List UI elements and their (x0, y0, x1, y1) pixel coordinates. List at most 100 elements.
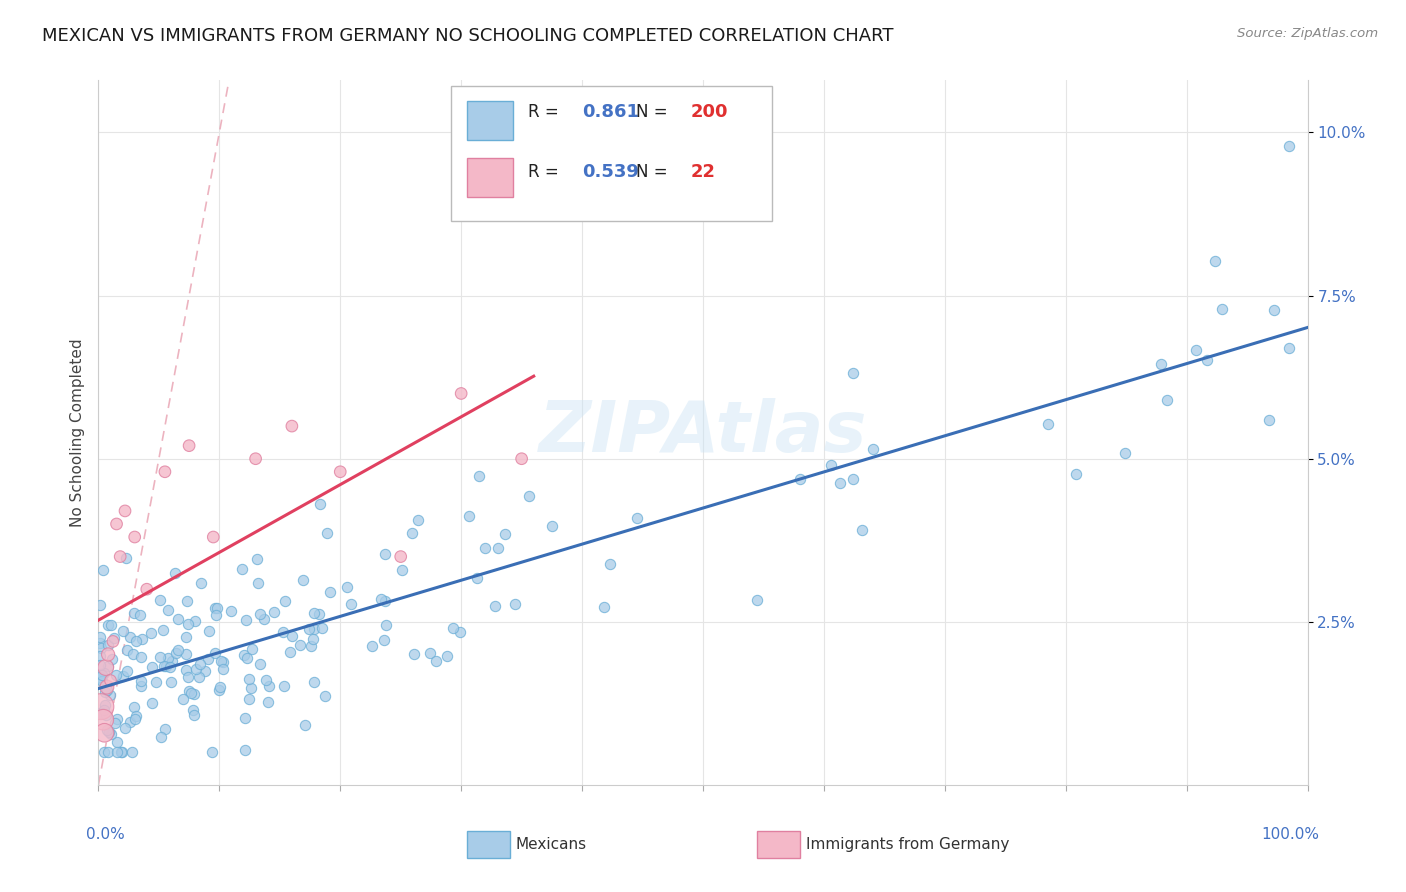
Text: MEXICAN VS IMMIGRANTS FROM GERMANY NO SCHOOLING COMPLETED CORRELATION CHART: MEXICAN VS IMMIGRANTS FROM GERMANY NO SC… (42, 27, 894, 45)
Point (374, 547, 396, 561)
Point (309, 497, 332, 511)
Point (319, 585, 342, 599)
Point (135, 582, 157, 597)
Point (141, 659, 163, 673)
Point (233, 648, 256, 662)
Point (219, 604, 242, 618)
Point (302, 607, 325, 621)
Point (131, 632, 153, 646)
Point (593, 599, 616, 614)
Point (125, 634, 148, 648)
Point (183, 687, 205, 701)
Point (125, 708, 148, 723)
Point (374, 593, 396, 607)
Point (209, 654, 232, 668)
Point (256, 695, 278, 709)
Point (238, 692, 260, 706)
Point (104, 715, 127, 730)
Point (626, 511, 648, 525)
Point (207, 683, 229, 698)
Point (97, 725, 120, 739)
Point (96, 723, 118, 738)
Text: R =: R = (527, 103, 564, 121)
Point (299, 640, 322, 654)
Point (89, 648, 111, 663)
Text: ZIPAtlas: ZIPAtlas (538, 398, 868, 467)
Point (149, 593, 172, 607)
Point (100, 618, 122, 632)
Point (401, 525, 423, 540)
Point (540, 519, 562, 533)
Point (373, 632, 395, 647)
Point (160, 655, 183, 669)
Point (118, 630, 141, 644)
Point (245, 451, 267, 466)
Point (181, 704, 204, 718)
Point (314, 690, 336, 704)
Point (141, 697, 163, 711)
Point (1277, 341, 1299, 355)
Point (122, 647, 145, 661)
Point (160, 674, 183, 689)
Point (129, 674, 152, 689)
Point (176, 594, 198, 608)
Point (153, 722, 176, 736)
Point (302, 675, 325, 690)
Point (152, 658, 174, 673)
Point (89, 599, 111, 613)
FancyBboxPatch shape (451, 86, 772, 221)
Point (153, 465, 176, 479)
Point (519, 489, 541, 503)
Point (105, 516, 128, 531)
Point (315, 526, 337, 541)
Point (180, 686, 202, 700)
Point (103, 631, 125, 645)
Point (152, 623, 174, 637)
Point (211, 662, 233, 676)
Point (177, 670, 200, 684)
Point (156, 651, 179, 665)
Point (91, 713, 114, 727)
Point (156, 602, 179, 616)
Point (503, 597, 526, 611)
Point (467, 468, 489, 483)
Text: Source: ZipAtlas.com: Source: ZipAtlas.com (1237, 27, 1378, 40)
Point (111, 624, 134, 638)
Point (97, 745, 120, 759)
Point (290, 639, 312, 653)
Point (329, 465, 352, 479)
Point (745, 593, 768, 607)
Point (177, 684, 200, 698)
Point (101, 634, 124, 648)
Text: N =: N = (637, 103, 673, 121)
Point (281, 419, 304, 434)
Point (419, 646, 441, 660)
Point (105, 735, 128, 749)
Point (851, 523, 873, 537)
Point (114, 721, 136, 735)
Point (205, 608, 228, 623)
Point (457, 508, 479, 523)
Point (166, 643, 188, 657)
Point (436, 648, 458, 663)
Point (89, 706, 111, 721)
Point (1114, 446, 1136, 460)
Point (254, 673, 277, 687)
Point (93, 745, 115, 759)
Point (108, 549, 131, 564)
Point (89, 657, 111, 672)
Point (96, 680, 118, 694)
Point (240, 681, 263, 695)
Point (273, 679, 295, 693)
Point (425, 654, 447, 668)
Point (441, 621, 464, 635)
Point (510, 451, 533, 466)
Point (94, 698, 117, 713)
Point (236, 651, 259, 665)
Point (828, 476, 851, 491)
Point (280, 644, 302, 658)
Point (150, 730, 173, 744)
Point (188, 670, 211, 684)
Text: N =: N = (637, 163, 673, 181)
Point (204, 646, 226, 660)
